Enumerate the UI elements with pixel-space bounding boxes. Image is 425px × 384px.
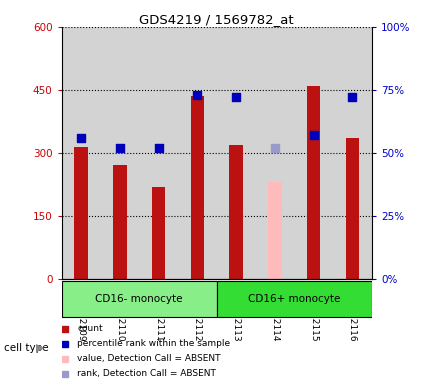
Text: value, Detection Call = ABSENT: value, Detection Call = ABSENT — [77, 354, 221, 363]
Bar — [346, 138, 359, 279]
Text: rank, Detection Call = ABSENT: rank, Detection Call = ABSENT — [77, 369, 216, 378]
Bar — [230, 144, 243, 279]
Text: CD16- monocyte: CD16- monocyte — [96, 294, 183, 304]
Point — [310, 132, 317, 138]
Bar — [100, 27, 139, 279]
Point — [349, 94, 356, 101]
Bar — [178, 27, 217, 279]
Point — [78, 135, 85, 141]
Bar — [217, 27, 255, 279]
Point — [233, 94, 240, 101]
Bar — [294, 27, 333, 279]
Bar — [152, 187, 165, 279]
Bar — [307, 86, 320, 279]
Text: count: count — [77, 324, 103, 333]
Bar — [74, 147, 88, 279]
Point — [194, 92, 201, 98]
Bar — [255, 27, 294, 279]
Point — [116, 145, 123, 151]
Bar — [62, 281, 217, 317]
Title: GDS4219 / 1569782_at: GDS4219 / 1569782_at — [139, 13, 294, 26]
Text: cell type: cell type — [4, 343, 49, 353]
Text: percentile rank within the sample: percentile rank within the sample — [77, 339, 230, 348]
Point — [155, 145, 162, 151]
Bar — [62, 27, 100, 279]
Text: CD16+ monocyte: CD16+ monocyte — [248, 294, 340, 304]
Point — [272, 145, 278, 151]
Bar — [217, 281, 372, 317]
Bar — [268, 182, 282, 279]
Bar — [333, 27, 372, 279]
Bar — [113, 165, 127, 279]
Bar — [139, 27, 178, 279]
Text: ▶: ▶ — [36, 343, 45, 353]
Bar — [190, 96, 204, 279]
